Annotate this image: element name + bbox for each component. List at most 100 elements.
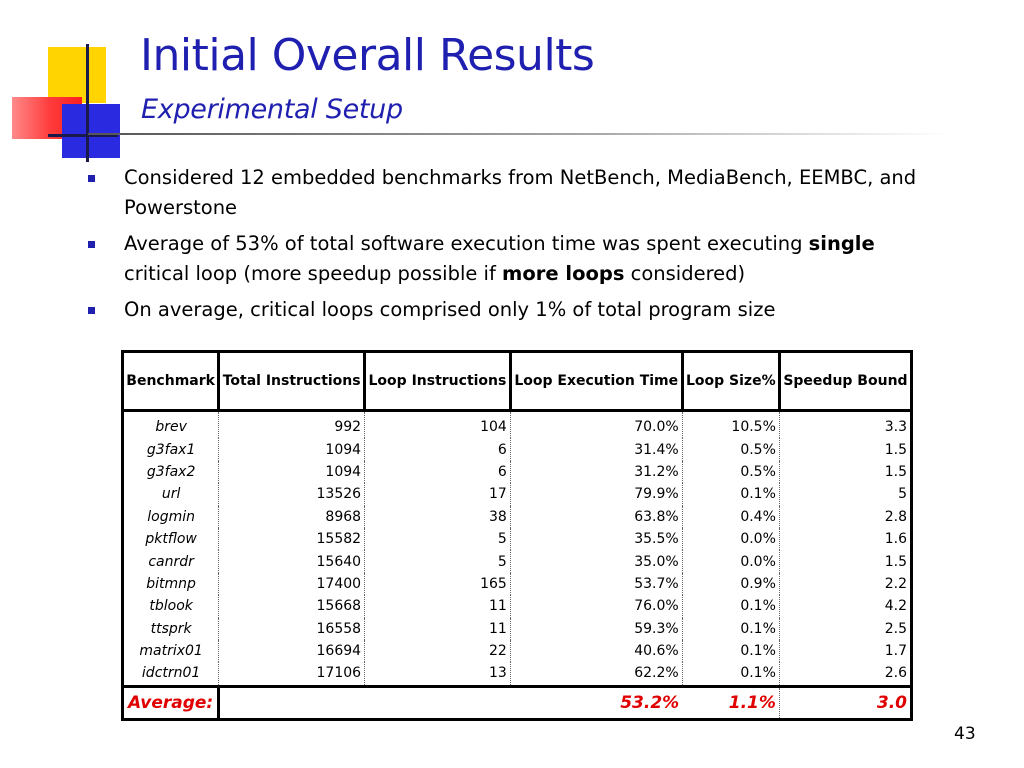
benchmark-name-cell: logmin xyxy=(120,505,220,528)
table-cell: 17106 xyxy=(218,662,366,687)
table-cell: 15668 xyxy=(218,595,366,618)
average-label: Average: xyxy=(120,684,221,721)
table-cell: 38 xyxy=(364,505,511,528)
table-cell: 10.5% xyxy=(681,410,780,439)
logo-horizontal-line xyxy=(48,134,118,137)
results-table: Benchmark Total Instructions Loop Instruct… xyxy=(120,350,914,721)
table-cell: 70.0% xyxy=(509,410,683,439)
table-cell: 63.8% xyxy=(509,505,683,528)
table-cell: 0.5% xyxy=(681,438,780,461)
benchmark-name-cell: matrix01 xyxy=(120,639,220,663)
table-cell: 0.1% xyxy=(681,617,780,640)
benchmark-name-cell: idctrn01 xyxy=(120,662,220,687)
table-cell: 1.5 xyxy=(778,438,914,461)
table-cell: 1094 xyxy=(218,438,366,461)
title-divider xyxy=(88,133,948,135)
table-row: url 13526 17 79.9% 0.1% 5 xyxy=(120,483,914,506)
table-cell: 6 xyxy=(364,460,511,484)
table-cell: 6 xyxy=(364,438,511,461)
table-cell: 2.5 xyxy=(778,617,914,640)
benchmark-name-cell: ttsprk xyxy=(120,617,220,640)
average-blank-cell xyxy=(218,684,365,721)
table-cell: 5 xyxy=(364,527,511,551)
table-row: g3fax1 1094 6 31.4% 0.5% 1.5 xyxy=(120,438,914,461)
table-cell: 16694 xyxy=(218,639,366,663)
table-cell: 15582 xyxy=(218,527,366,551)
bullet-item: Considered 12 embedded benchmarks from N… xyxy=(84,163,944,223)
table-cell: 35.0% xyxy=(509,550,683,573)
logo-yellow-square xyxy=(48,47,106,103)
average-row: Average: 53.2% 1.1% 3.0 xyxy=(120,684,914,721)
table-cell: 62.2% xyxy=(509,662,683,687)
table-cell: 13 xyxy=(364,662,511,687)
table-cell: 2.6 xyxy=(778,662,914,687)
slide-logo xyxy=(0,0,150,170)
table-cell: 0.1% xyxy=(681,662,780,687)
bullet-list: Considered 12 embedded benchmarks from N… xyxy=(84,163,944,331)
average-speedup-bound: 3.0 xyxy=(778,684,914,721)
table-cell: 0.1% xyxy=(681,639,780,663)
benchmark-name-cell: tblook xyxy=(120,595,220,618)
table-cell: 104 xyxy=(364,410,511,439)
table-cell: 16558 xyxy=(218,617,366,640)
average-loop-size: 1.1% xyxy=(682,684,780,721)
table-cell: 53.7% xyxy=(509,572,683,596)
table-cell: 11 xyxy=(364,617,511,640)
table-header-cell: Speedup Bound xyxy=(777,350,914,412)
table-cell: 3.3 xyxy=(778,410,914,439)
table-cell: 22 xyxy=(364,639,511,663)
table-cell: 1.6 xyxy=(778,527,914,551)
table-cell: 0.0% xyxy=(681,550,780,573)
table-cell: 59.3% xyxy=(509,617,683,640)
bullet-square-icon xyxy=(88,307,95,314)
table-cell: 1094 xyxy=(218,460,366,484)
table-cell: 0.1% xyxy=(681,483,780,506)
table-cell: 2.8 xyxy=(778,505,914,528)
bullet-bold-text: single xyxy=(808,232,875,255)
average-blank-cell xyxy=(364,684,511,721)
table-row: canrdr 15640 5 35.0% 0.0% 1.5 xyxy=(120,550,914,573)
benchmark-name-cell: canrdr xyxy=(120,550,220,573)
table-row: pktflow 15582 5 35.5% 0.0% 1.6 xyxy=(120,527,914,551)
table-cell: 0.1% xyxy=(681,595,780,618)
table-row: tblook 15668 11 76.0% 0.1% 4.2 xyxy=(120,595,914,618)
table-header-row: Benchmark Total Instructions Loop Instruct… xyxy=(120,350,914,412)
table-cell: 1.7 xyxy=(778,639,914,663)
table-cell: 1.5 xyxy=(778,550,914,573)
page-number: 43 xyxy=(954,724,976,744)
benchmark-name-cell: pktflow xyxy=(120,527,220,551)
table-header-cell: Loop Instructions xyxy=(363,350,512,412)
table-cell: 5 xyxy=(778,483,914,506)
table-header-cell: Benchmark xyxy=(120,350,221,412)
table-cell: 31.4% xyxy=(509,438,683,461)
table-cell: 992 xyxy=(218,410,366,439)
table-cell: 5 xyxy=(364,550,511,573)
table-header-cell: Loop Size% xyxy=(680,350,781,412)
bullet-square-icon xyxy=(88,241,95,248)
table-cell: 35.5% xyxy=(509,527,683,551)
table-row: brev 992 104 70.0% 10.5% 3.3 xyxy=(120,410,914,439)
table-cell: 165 xyxy=(364,572,511,596)
table-row: logmin 8968 38 63.8% 0.4% 2.8 xyxy=(120,505,914,528)
table-cell: 0.0% xyxy=(681,527,780,551)
table-cell: 0.9% xyxy=(681,572,780,596)
table-header-cell: Loop Execution Time xyxy=(508,350,684,412)
bullet-text: On average, critical loops comprised onl… xyxy=(124,298,776,321)
bullet-square-icon xyxy=(88,175,95,182)
table-row: bitmnp 17400 165 53.7% 0.9% 2.2 xyxy=(120,572,914,596)
table-cell: 31.2% xyxy=(509,460,683,484)
table-cell: 0.4% xyxy=(681,505,780,528)
table-cell: 76.0% xyxy=(509,595,683,618)
table-cell: 79.9% xyxy=(509,483,683,506)
table-cell: 0.5% xyxy=(681,460,780,484)
table-cell: 1.5 xyxy=(778,460,914,484)
benchmark-name-cell: url xyxy=(120,483,220,506)
table-cell: 17 xyxy=(364,483,511,506)
table-cell: 2.2 xyxy=(778,572,914,596)
table-cell: 13526 xyxy=(218,483,366,506)
bullet-text: considered) xyxy=(624,262,746,285)
benchmark-name-cell: bitmnp xyxy=(120,572,220,596)
table-cell: 17400 xyxy=(218,572,366,596)
benchmark-name-cell: g3fax2 xyxy=(120,460,220,484)
table-cell: 40.6% xyxy=(509,639,683,663)
